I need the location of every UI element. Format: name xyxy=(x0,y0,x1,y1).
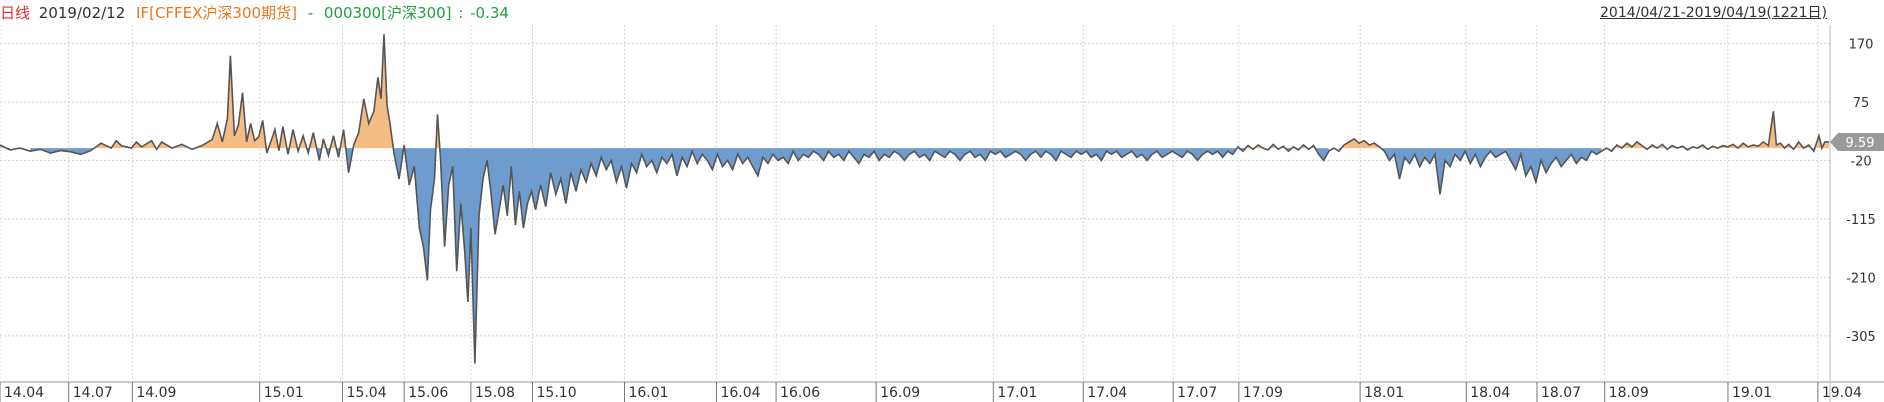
y-tick-label: -115 xyxy=(1846,213,1876,228)
date-range-link[interactable]: 2014/04/21-2019/04/19(1221日) xyxy=(1600,5,1827,21)
x-tick-label: 18.09 xyxy=(1609,385,1649,401)
x-tick-label: 19.04 xyxy=(1822,385,1862,401)
x-tick-label: 16.09 xyxy=(880,385,920,401)
header-value: -0.34 xyxy=(470,4,509,22)
negative-area xyxy=(30,148,95,155)
series-a-label: IF[CFFEX沪深300期货] xyxy=(136,4,297,22)
axis-layer: 170 75 -20 -115 -210 -305 14.04 14.07 14.09 15.01… xyxy=(0,25,1884,402)
negative-area xyxy=(393,148,404,179)
x-tick-label: 16.01 xyxy=(628,385,668,401)
area-layer xyxy=(0,34,1829,364)
positive-area xyxy=(1709,111,1793,149)
x-tick-label: 15.01 xyxy=(264,385,304,401)
chart-header: 日线 2019/02/12 IF[CFFEX沪深300期货] - 000300[… xyxy=(0,2,515,23)
x-tick-label: 18.04 xyxy=(1470,385,1510,401)
x-tick-label: 17.07 xyxy=(1177,385,1217,401)
x-tick-label: 15.08 xyxy=(475,385,515,401)
x-tick-label: 18.01 xyxy=(1364,385,1404,401)
positive-area xyxy=(157,141,190,149)
x-tick-label: 17.09 xyxy=(1243,385,1283,401)
x-tick-label: 18.07 xyxy=(1541,385,1581,401)
x-tick-label: 15.04 xyxy=(347,385,387,401)
current-value-label: 9.59 xyxy=(1846,136,1875,151)
y-tick-label: -20 xyxy=(1850,154,1871,169)
header-date: 2019/02/12 xyxy=(38,4,126,22)
header-separator: - xyxy=(307,4,314,22)
y-tick-label: -210 xyxy=(1846,271,1876,286)
negative-area xyxy=(439,148,1237,364)
x-tick-label: 16.06 xyxy=(780,385,820,401)
x-tick-label: 19.01 xyxy=(1732,385,1772,401)
period-label[interactable]: 日线 xyxy=(0,4,31,22)
x-tick-label: 16.04 xyxy=(720,385,760,401)
x-tick-label: 17.01 xyxy=(997,385,1037,401)
spread-line xyxy=(0,34,1829,364)
current-value-marker xyxy=(1830,132,1884,151)
x-tick-label: 17.04 xyxy=(1087,385,1127,401)
negative-area xyxy=(404,148,436,281)
header-colon: : xyxy=(458,4,464,22)
line-layer xyxy=(0,34,1829,364)
positive-area xyxy=(195,55,267,149)
x-tick-label: 14.09 xyxy=(136,385,176,401)
grid-layer xyxy=(0,25,1830,382)
y-tick-label: 75 xyxy=(1853,96,1870,111)
x-tick-label: 14.04 xyxy=(4,385,44,401)
x-tick-label: 15.06 xyxy=(408,385,448,401)
series-b-label: 000300[沪深300] xyxy=(323,4,452,22)
x-tick-label: 14.07 xyxy=(73,385,113,401)
positive-area xyxy=(279,126,287,149)
positive-area xyxy=(289,129,298,149)
x-tick-label: 15.10 xyxy=(537,385,577,401)
y-tick-label: 170 xyxy=(1849,37,1874,52)
positive-area xyxy=(1614,141,1646,149)
y-tick-label: -305 xyxy=(1846,330,1876,345)
positive-area xyxy=(299,135,307,149)
